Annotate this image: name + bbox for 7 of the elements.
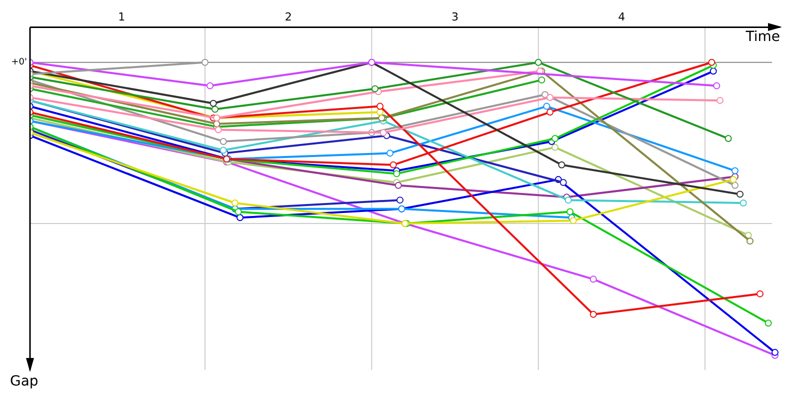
x-tick-label: 3: [452, 10, 458, 24]
x-tick-label: 1: [118, 10, 126, 24]
x-tick-label: 2: [284, 10, 292, 24]
y-axis-title: Gap: [10, 374, 38, 390]
x-tick-label: 4: [618, 10, 626, 24]
ref-line-label: +0': [11, 58, 27, 68]
x-axis-title: Time: [744, 28, 780, 45]
